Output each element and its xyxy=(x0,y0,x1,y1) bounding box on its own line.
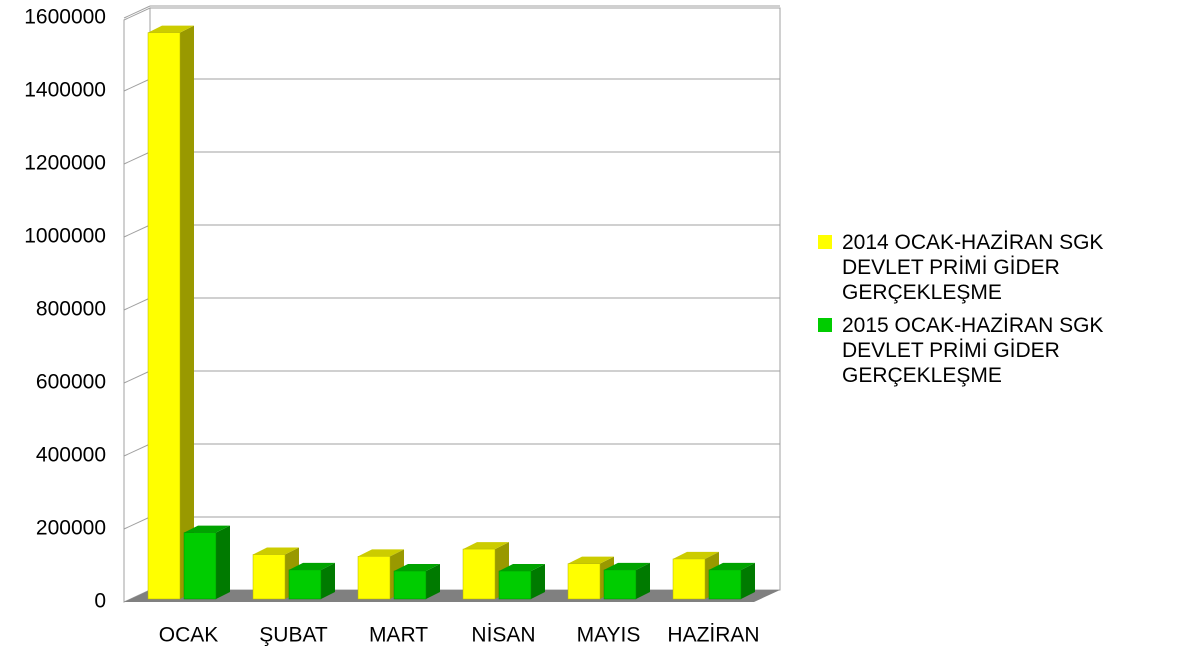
bar-top xyxy=(709,562,755,570)
bar-side xyxy=(180,25,194,600)
bar xyxy=(498,570,532,600)
bar xyxy=(672,558,706,600)
legend-label: 2015 OCAK-HAZİRAN SGK DEVLET PRİMİ GİDER… xyxy=(842,314,1104,387)
legend-item: 2015 OCAK-HAZİRAN SGK DEVLET PRİMİ GİDER… xyxy=(818,313,1148,388)
bar-side xyxy=(216,525,230,599)
grid-line-side xyxy=(123,443,151,457)
legend-swatch xyxy=(818,235,832,249)
bar-side xyxy=(531,563,545,599)
side-wall xyxy=(123,7,151,603)
bar xyxy=(567,563,601,600)
legend-label: 2014 OCAK-HAZİRAN SGK DEVLET PRİMİ GİDER… xyxy=(842,231,1104,304)
x-tick-label: OCAK xyxy=(159,624,219,647)
x-tick-label: MART xyxy=(369,624,428,647)
bar-top xyxy=(463,542,509,550)
bar-top xyxy=(604,562,650,570)
x-tick-label: NİSAN xyxy=(471,624,535,647)
y-tick-label: 1000000 xyxy=(24,225,106,248)
grid-line-side xyxy=(123,151,151,165)
x-tick-label: MAYIS xyxy=(577,624,641,647)
bar-top xyxy=(568,556,614,564)
y-tick-label: 400000 xyxy=(36,444,106,467)
bar xyxy=(708,569,742,600)
bar xyxy=(183,532,217,600)
bar-side xyxy=(636,562,650,599)
grid-line-side xyxy=(123,297,151,311)
bar-top xyxy=(148,25,194,33)
legend: 2014 OCAK-HAZİRAN SGK DEVLET PRİMİ GİDER… xyxy=(818,230,1148,396)
bar xyxy=(288,569,322,600)
y-tick-label: 200000 xyxy=(36,517,106,540)
grid-line-side xyxy=(123,224,151,238)
bar xyxy=(357,556,391,600)
bar-top xyxy=(499,563,545,571)
bar xyxy=(462,548,496,600)
bar-top xyxy=(253,547,299,555)
back-wall xyxy=(149,7,781,591)
y-tick-label: 0 xyxy=(94,590,106,613)
bar xyxy=(147,32,181,600)
y-tick-label: 600000 xyxy=(36,371,106,394)
legend-item: 2014 OCAK-HAZİRAN SGK DEVLET PRİMİ GİDER… xyxy=(818,230,1148,305)
y-tick-label: 1600000 xyxy=(24,6,106,29)
grid-line-side xyxy=(123,5,151,19)
bar-side xyxy=(741,562,755,599)
bar-side xyxy=(426,563,440,599)
bar-top xyxy=(184,525,230,533)
legend-swatch xyxy=(818,318,832,332)
bar-top xyxy=(358,549,404,557)
bar-top xyxy=(673,551,719,559)
bar xyxy=(252,554,286,600)
bar xyxy=(393,570,427,600)
bar-top xyxy=(289,562,335,570)
y-tick-label: 1200000 xyxy=(24,152,106,175)
bar-top xyxy=(394,563,440,571)
grid-line-side xyxy=(123,78,151,92)
grid-line-side xyxy=(123,370,151,384)
x-tick-label: HAZİRAN xyxy=(667,624,759,647)
x-tick-label: ŞUBAT xyxy=(259,624,328,647)
bar-side xyxy=(321,562,335,599)
grid-line-side xyxy=(123,516,151,530)
y-tick-label: 800000 xyxy=(36,298,106,321)
y-tick-label: 1400000 xyxy=(24,79,106,102)
bar xyxy=(603,569,637,600)
